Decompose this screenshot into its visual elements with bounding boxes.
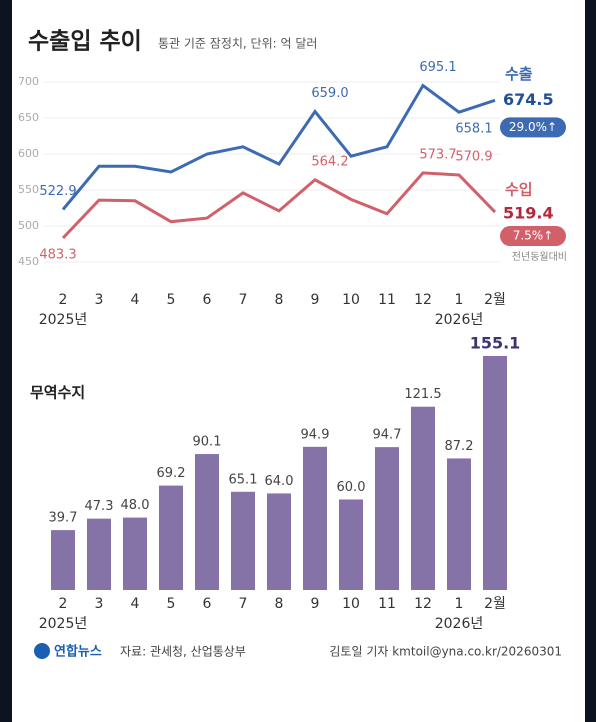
y-tick-label: 600	[18, 147, 39, 160]
bar	[411, 406, 435, 590]
last-value-label: 519.4	[503, 204, 554, 223]
bar	[159, 485, 183, 590]
bar	[267, 493, 291, 590]
x-tick-label: 7	[239, 596, 248, 612]
year-label: 2026년	[435, 616, 484, 632]
x-tick-label: 11	[378, 596, 396, 612]
legend-label: 수출	[505, 65, 533, 83]
credit: 김토일 기자 kmtoil@yna.co.kr/20260301	[329, 645, 562, 659]
chart-subtitle: 통관 기준 잠정치, 단위: 억 달러	[158, 37, 317, 51]
x-tick-label: 1	[455, 596, 464, 612]
y-tick-label: 550	[18, 183, 39, 196]
x-tick-label: 12	[414, 596, 432, 612]
value-label: 69.2	[157, 466, 186, 481]
bar	[303, 446, 327, 590]
x-tick-label: 1	[455, 292, 464, 308]
bar	[447, 458, 471, 590]
value-label: 47.3	[85, 499, 114, 514]
x-tick-label: 9	[311, 596, 320, 612]
logo-text: 연합뉴스	[54, 644, 102, 660]
x-tick-label: 12	[414, 292, 432, 308]
bar	[339, 499, 363, 590]
value-label: 155.1	[470, 334, 521, 353]
value-label: 65.1	[229, 472, 258, 487]
bar	[51, 530, 75, 590]
x-tick-label: 2	[59, 292, 68, 308]
y-tick-label: 500	[18, 219, 39, 232]
bar	[195, 454, 219, 590]
y-tick-label: 700	[18, 75, 39, 88]
value-label: 48.0	[121, 498, 150, 513]
source: 자료: 관세청, 산업통상부	[120, 645, 246, 659]
x-tick-label: 3	[95, 596, 104, 612]
x-tick-label: 8	[275, 292, 284, 308]
last-value-label: 674.5	[503, 90, 554, 109]
x-tick-label: 10	[342, 292, 360, 308]
value-label: 64.0	[265, 474, 294, 489]
value-label: 90.1	[193, 435, 222, 450]
x-tick-label: 5	[167, 596, 176, 612]
y-tick-label: 450	[18, 255, 39, 268]
value-label: 573.7	[419, 147, 456, 162]
value-label: 94.9	[301, 427, 330, 442]
x-tick-label: 4	[131, 292, 140, 308]
change-badge	[500, 226, 566, 247]
x-tick-label: 9	[311, 292, 320, 308]
value-label: 87.2	[445, 439, 474, 454]
bar	[375, 447, 399, 590]
bar	[123, 517, 147, 590]
x-tick-label: 3	[95, 292, 104, 308]
x-tick-label: 4	[131, 596, 140, 612]
bar-title: 무역수지	[30, 384, 85, 402]
x-tick-label: 11	[378, 292, 396, 308]
x-tick-label: 2월	[484, 292, 506, 308]
bar	[483, 356, 507, 590]
x-tick-label: 5	[167, 292, 176, 308]
x-tick-label: 6	[203, 292, 212, 308]
y-tick-label: 650	[18, 111, 39, 124]
year-label: 2025년	[39, 616, 88, 632]
chart-title: 수출입 추이	[28, 29, 142, 55]
series-line	[61, 83, 496, 211]
legend-label: 수입	[505, 181, 533, 199]
annotation: 전년동월대비	[512, 251, 567, 263]
value-label: 695.1	[419, 60, 456, 75]
value-label: 658.1	[455, 122, 492, 137]
x-tick-label: 8	[275, 596, 284, 612]
change-label: 7.5%↑	[513, 229, 554, 243]
value-label: 570.9	[455, 149, 492, 164]
year-label: 2025년	[39, 312, 88, 328]
value-label: 121.5	[404, 387, 441, 402]
value-label: 60.0	[337, 480, 366, 495]
year-label: 2026년	[435, 312, 484, 328]
x-tick-label: 7	[239, 292, 248, 308]
change-badge	[500, 117, 566, 138]
value-label: 39.7	[49, 511, 78, 526]
x-tick-label: 2	[59, 596, 68, 612]
bar	[231, 491, 255, 590]
change-label: 29.0%↑	[509, 120, 557, 134]
value-label: 522.9	[39, 184, 76, 199]
value-label: 564.2	[311, 154, 348, 169]
bar	[87, 518, 111, 590]
x-tick-label: 10	[342, 596, 360, 612]
value-label: 659.0	[311, 86, 348, 101]
series-line	[61, 171, 497, 240]
value-label: 483.3	[39, 248, 76, 263]
x-tick-label: 2월	[484, 596, 506, 612]
value-label: 94.7	[373, 428, 402, 443]
x-tick-label: 6	[203, 596, 212, 612]
logo-icon	[34, 643, 50, 659]
